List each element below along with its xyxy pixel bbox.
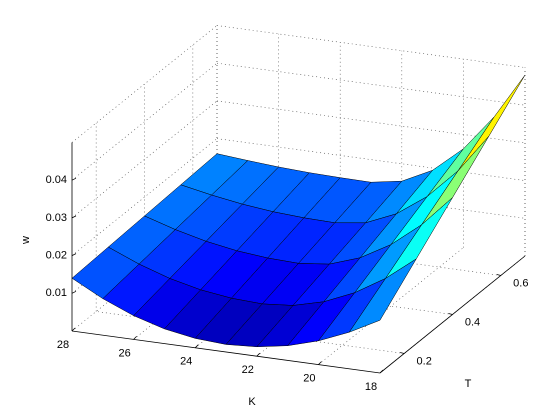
x-tick-label: 22: [242, 364, 254, 376]
z-tick-label: 0.03: [46, 212, 67, 224]
x-tick: [71, 327, 76, 332]
z-tick: [71, 215, 77, 219]
y-tick: [496, 274, 501, 276]
x-tick-label: 20: [303, 373, 315, 385]
surface-patch: [348, 258, 417, 333]
y-tick: [448, 313, 453, 315]
x-tick: [194, 344, 199, 349]
x-tick: [318, 361, 322, 365]
x-axis-label: K: [248, 396, 256, 408]
z-tick-label: 0.01: [46, 287, 67, 299]
y-axis-label: T: [465, 378, 472, 390]
x-tick-label: 24: [180, 356, 192, 368]
z-tick: [71, 290, 77, 294]
z-tick: [71, 177, 77, 181]
x-axis: [71, 330, 381, 374]
z-tick: [71, 253, 77, 256]
z-tick-label: 0.04: [46, 174, 67, 186]
z-axis-label: w: [20, 236, 32, 245]
x-tick: [256, 352, 261, 357]
x-tick-label: 28: [57, 339, 69, 351]
y-tick-label: 0.2: [417, 355, 432, 367]
y-tick-label: 0.4: [465, 316, 480, 328]
x-tick-label: 26: [118, 347, 130, 359]
y-tick-label: 0.6: [513, 277, 528, 289]
y-tick: [400, 352, 405, 354]
surface: [71, 74, 526, 348]
x-tick-label: 18: [365, 381, 377, 393]
x-tick: [133, 336, 137, 340]
x-tick: [379, 369, 384, 374]
axes: 18 20 22 24 26 28 0.2 0.4 0.6 0.01 0.02 0.03 0.04: [46, 142, 528, 393]
z-tick-label: 0.02: [46, 250, 67, 262]
